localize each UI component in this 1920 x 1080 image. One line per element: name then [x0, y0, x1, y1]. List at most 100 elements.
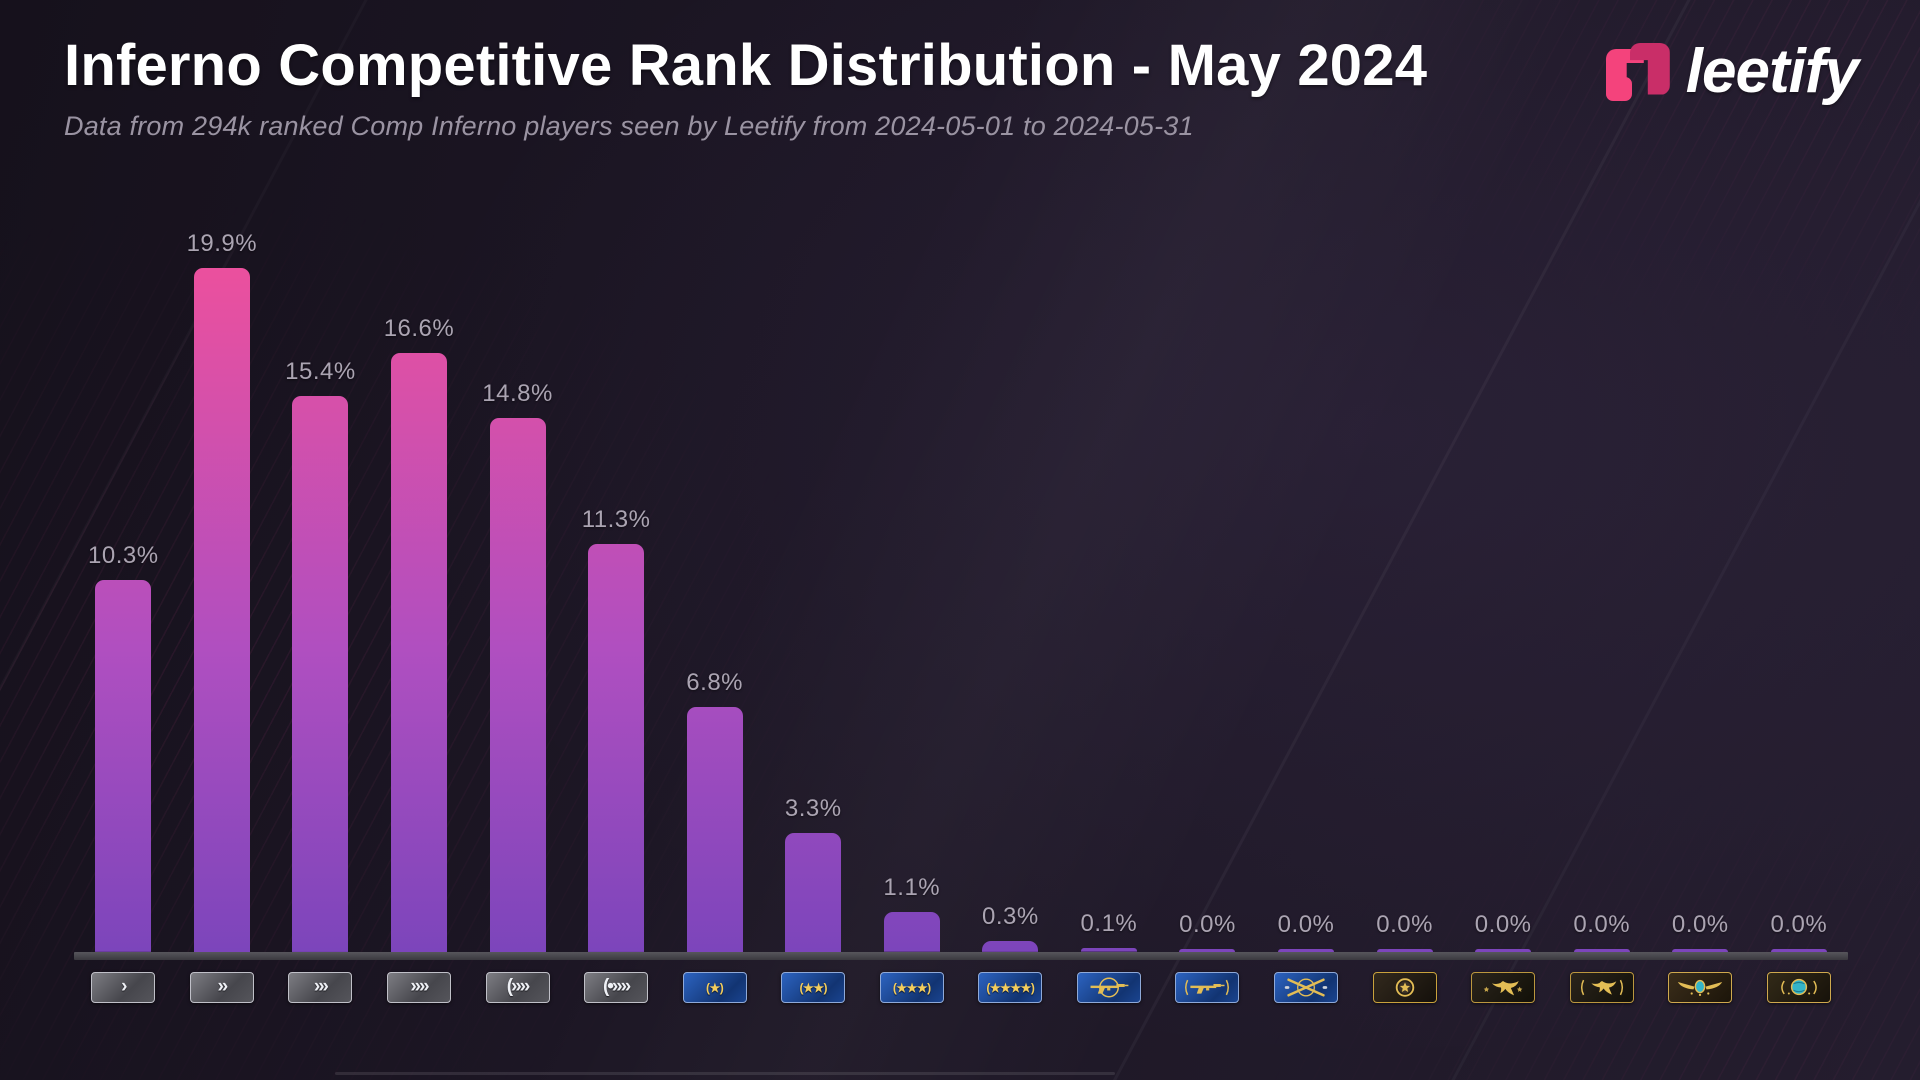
bar-gold-nova-master	[982, 941, 1039, 952]
rank-icon-the-global-elite	[1766, 972, 1831, 1003]
bar-slot: 0.0%	[1158, 230, 1257, 952]
bar-slot: 1.1%	[863, 230, 962, 952]
rank-icon-distinguished-master-guardian	[1372, 972, 1437, 1003]
rank-icon-supreme-master-first-class	[1668, 972, 1733, 1003]
bar-master-guardian-i	[1080, 948, 1137, 952]
x-axis-line	[74, 952, 1848, 960]
rank-icon-slot: (››››	[468, 972, 567, 1003]
bar-slot: 6.8%	[665, 230, 764, 952]
rank-icon-silver-i: ›	[91, 972, 156, 1003]
rank-icon-slot: ››	[173, 972, 272, 1003]
bar-value-label: 16.6%	[383, 314, 455, 342]
bar-slot: 14.8%	[468, 230, 567, 952]
bar-supreme-master-first-class	[1672, 949, 1729, 952]
bar-value-label: 14.8%	[482, 379, 553, 407]
bar-slot: 19.9%	[173, 230, 272, 952]
bar-slot: 0.0%	[1750, 230, 1849, 952]
rank-icon-silver-elite: (››››	[485, 972, 550, 1003]
bar-gold-nova-iii	[883, 912, 940, 952]
rank-icon-slot	[1060, 972, 1159, 1003]
rank-icon-slot	[1158, 972, 1257, 1003]
rank-icon-slot	[1355, 972, 1454, 1003]
bar-value-label: 0.0%	[1770, 911, 1828, 938]
bar-legendary-eagle	[1475, 949, 1532, 952]
leetify-wordmark: leetify	[1685, 37, 1859, 106]
bar-slot: 0.3%	[961, 230, 1060, 952]
rank-icon-master-guardian-elite	[1274, 972, 1339, 1003]
bar-value-label: 0.0%	[1277, 911, 1335, 938]
bar-slot: 0.1%	[1060, 230, 1159, 952]
bar-legendary-eagle-master	[1573, 949, 1630, 952]
rank-icon-slot: (★★)	[764, 972, 863, 1003]
rank-icon-slot: (★★★)	[863, 972, 962, 1003]
rank-icon-silver-iv: ››››	[386, 972, 451, 1003]
bar-value-label: 0.3%	[981, 903, 1039, 931]
rank-icon-slot: ››››	[370, 972, 469, 1003]
bar-silver-iv	[390, 352, 447, 952]
bar-slot: 10.3%	[74, 230, 173, 952]
bar-master-guardian-elite	[1278, 949, 1335, 952]
leetify-logo: leetify	[1605, 36, 1859, 107]
bar-value-label: 11.3%	[581, 506, 651, 534]
rank-icon-gold-nova-iii: (★★★)	[879, 972, 944, 1003]
page-subtitle: Data from 294k ranked Comp Inferno playe…	[64, 111, 1194, 141]
rank-icon-master-guardian-i	[1076, 972, 1141, 1003]
bar-slot: 0.0%	[1355, 230, 1454, 952]
rank-icon-slot	[1750, 972, 1849, 1003]
rank-icon-slot	[1651, 972, 1750, 1003]
bar-value-label: 0.0%	[1376, 911, 1433, 938]
bar-value-label: 0.0%	[1671, 911, 1729, 938]
bar-value-label: 0.0%	[1573, 911, 1631, 938]
background-bottom-highlight	[335, 1072, 1115, 1075]
bar-value-label: 3.3%	[784, 794, 842, 822]
bar-slot: 11.3%	[567, 230, 666, 952]
bar-value-label: 10.3%	[88, 542, 159, 570]
bar-slot: 0.0%	[1552, 230, 1651, 952]
rank-icon-slot: ›››	[271, 972, 370, 1003]
bar-gold-nova-i	[686, 706, 743, 952]
rank-icon-legendary-eagle-master	[1569, 972, 1634, 1003]
bar-slot: 0.0%	[1454, 230, 1553, 952]
bar-silver-ii	[193, 268, 250, 952]
bar-slot: 0.0%	[1257, 230, 1356, 952]
rank-icons-row: › ›› ››› ›››› (›››› (•›››› (★) (★★) (★★★) (★★★★)	[74, 972, 1848, 1003]
rank-icon-slot	[1552, 972, 1651, 1003]
rank-icon-legendary-eagle	[1471, 972, 1536, 1003]
rank-icon-slot	[1454, 972, 1553, 1003]
bar-silver-iii	[292, 396, 349, 952]
rank-icon-slot	[1257, 972, 1356, 1003]
rank-icon-slot: (★)	[665, 972, 764, 1003]
bar-slot: 15.4%	[271, 230, 370, 952]
bar-master-guardian-ii	[1179, 949, 1236, 952]
bar-distinguished-master-guardian	[1376, 949, 1433, 952]
rank-icon-gold-nova-i: (★)	[682, 972, 747, 1003]
rank-icon-silver-elite-master: (•››››	[584, 972, 649, 1003]
bar-value-label: 0.1%	[1080, 910, 1138, 938]
chart-header: Inferno Competitive Rank Distribution - …	[64, 32, 1427, 142]
rank-icon-slot: ›	[74, 972, 173, 1003]
rank-icon-slot: (★★★★)	[961, 972, 1060, 1003]
bar-slot: 0.0%	[1651, 230, 1750, 952]
bar-value-label: 15.4%	[285, 358, 356, 386]
rank-icon-silver-iii: ›››	[288, 972, 353, 1003]
bar-the-global-elite	[1770, 949, 1827, 952]
bar-value-label: 0.0%	[1179, 911, 1236, 938]
bar-value-label: 19.9%	[186, 230, 258, 257]
bar-value-label: 6.8%	[686, 668, 743, 696]
leetify-logo-icon	[1605, 42, 1670, 101]
bar-silver-elite-master	[588, 544, 645, 952]
bar-slot: 16.6%	[370, 230, 469, 952]
rank-icon-gold-nova-ii: (★★)	[781, 972, 846, 1003]
bar-gold-nova-ii	[785, 832, 842, 952]
rank-icon-slot: (•››››	[567, 972, 666, 1003]
bar-silver-i	[95, 580, 152, 952]
plot-area: 10.3% 19.9% 15.4% 16.6% 14.8% 11.3% 6.8% 3.3% 1.…	[74, 230, 1848, 952]
bar-slot: 3.3%	[764, 230, 863, 952]
rank-icon-silver-ii: ››	[189, 972, 254, 1003]
bar-silver-elite	[489, 417, 546, 952]
bar-value-label: 0.0%	[1474, 911, 1532, 938]
bar-value-label: 1.1%	[883, 874, 941, 902]
rank-icon-gold-nova-master: (★★★★)	[978, 972, 1043, 1003]
rank-icon-master-guardian-ii	[1175, 972, 1240, 1003]
